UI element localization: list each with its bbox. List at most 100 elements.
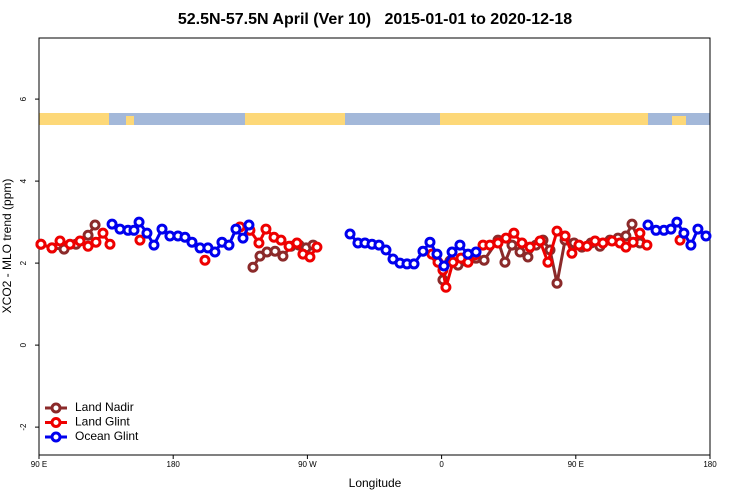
- point: [97, 227, 109, 239]
- y-tick-label: 4: [19, 178, 28, 183]
- point: [492, 237, 504, 249]
- point: [35, 238, 47, 250]
- legend-marker: [50, 431, 62, 443]
- y-tick-label: 6: [19, 96, 28, 101]
- point: [534, 235, 546, 247]
- point: [253, 237, 265, 249]
- point: [634, 227, 646, 239]
- point: [678, 227, 690, 239]
- point: [514, 246, 526, 258]
- point: [46, 242, 58, 254]
- point: [524, 241, 536, 253]
- point: [417, 245, 429, 257]
- point: [685, 239, 697, 251]
- point: [424, 236, 436, 248]
- chart-title: 52.5N-57.5N April (Ver 10) 2015-01-01 to…: [178, 11, 572, 28]
- point: [304, 251, 316, 263]
- point: [620, 241, 632, 253]
- x-tick-label: 0: [439, 460, 444, 469]
- x-tick-label: 180: [703, 460, 717, 469]
- point: [642, 219, 654, 231]
- point: [277, 250, 289, 262]
- point: [199, 254, 211, 266]
- point: [620, 230, 632, 242]
- point: [134, 234, 146, 246]
- point: [89, 219, 101, 231]
- point: [522, 251, 534, 263]
- point: [156, 223, 168, 235]
- point: [247, 261, 259, 273]
- point: [508, 227, 520, 239]
- point: [209, 246, 221, 258]
- point: [408, 258, 420, 270]
- point: [243, 219, 255, 231]
- point: [566, 247, 578, 259]
- point: [516, 237, 528, 249]
- x-tick-label: 90 E: [31, 460, 47, 469]
- point: [431, 248, 443, 260]
- point: [440, 281, 452, 293]
- point: [551, 277, 563, 289]
- point: [665, 223, 677, 235]
- point: [454, 239, 466, 251]
- point: [692, 223, 704, 235]
- point: [106, 218, 118, 230]
- legend-label: Land Glint: [75, 415, 130, 429]
- point: [141, 227, 153, 239]
- x-tick-label: 90 W: [298, 460, 317, 469]
- point: [148, 239, 160, 251]
- point: [581, 240, 593, 252]
- point: [311, 241, 323, 253]
- point: [671, 216, 683, 228]
- point: [597, 237, 609, 249]
- y-tick-label: 2: [19, 260, 28, 265]
- y-tick-label: -2: [19, 423, 28, 431]
- point: [128, 224, 140, 236]
- point: [700, 230, 712, 242]
- point: [269, 245, 281, 257]
- point: [559, 230, 571, 242]
- point: [133, 216, 145, 228]
- y-axis-label: XCO2 - MLO trend (ppm): [0, 179, 14, 314]
- point: [499, 256, 511, 268]
- point: [54, 235, 66, 247]
- x-tick-label: 180: [167, 460, 181, 469]
- point: [380, 244, 392, 256]
- point: [223, 239, 235, 251]
- point: [470, 246, 482, 258]
- point: [627, 236, 639, 248]
- point: [230, 223, 242, 235]
- point: [446, 246, 458, 258]
- point: [551, 225, 563, 237]
- point: [104, 238, 116, 250]
- point: [275, 234, 287, 246]
- legend-label: Ocean Glint: [75, 429, 139, 443]
- legend-marker: [50, 402, 62, 414]
- point: [90, 236, 102, 248]
- point: [186, 236, 198, 248]
- point: [626, 218, 638, 230]
- point: [82, 229, 94, 241]
- point: [641, 239, 653, 251]
- point: [500, 232, 512, 244]
- point: [64, 238, 76, 250]
- point: [506, 239, 518, 251]
- y-tick-label: 0: [19, 342, 28, 347]
- x-axis-label: Longitude: [349, 476, 402, 490]
- point: [478, 254, 490, 266]
- point: [179, 231, 191, 243]
- point: [373, 239, 385, 251]
- legend-marker: [50, 417, 62, 428]
- land-sea-strip: [39, 113, 710, 125]
- point: [260, 223, 272, 235]
- point: [438, 260, 450, 272]
- point: [542, 256, 554, 268]
- point: [344, 228, 356, 240]
- x-tick-label: 90 E: [568, 460, 584, 469]
- point: [447, 256, 459, 268]
- legend-label: Land Nadir: [75, 400, 134, 414]
- point: [82, 240, 94, 252]
- point: [237, 232, 249, 244]
- point: [291, 237, 303, 249]
